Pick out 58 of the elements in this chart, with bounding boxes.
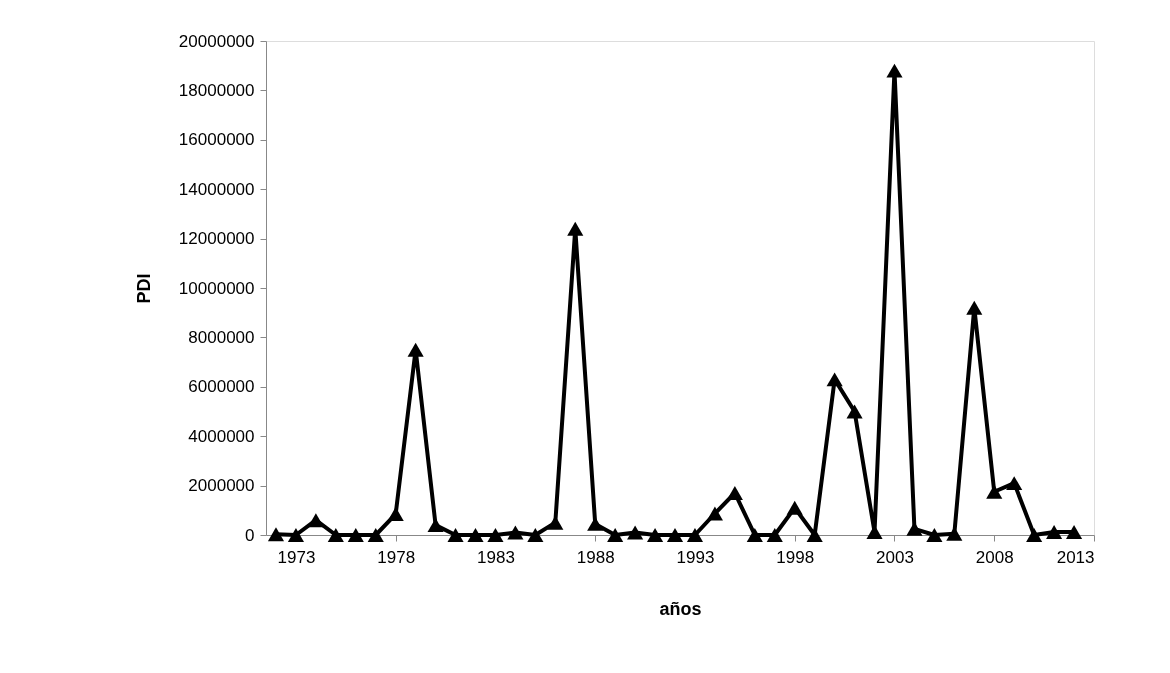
x-tick-label: 1998 [776,547,815,567]
y-tick-label: 0 [245,525,255,545]
point [567,221,584,236]
point [666,528,684,542]
y-tick-label: 20000000 [178,31,255,51]
point [627,525,644,540]
x-tick-label: 1988 [576,547,615,567]
y-tick-label: 8000000 [188,327,255,347]
point [826,372,843,387]
point [387,507,404,521]
point [1046,525,1063,540]
y-tick-label: 6000000 [188,377,255,397]
x-tick-label: 2013 [1056,547,1095,567]
point [407,342,424,357]
y-tick-label: 16000000 [178,130,255,150]
point [806,528,823,542]
point [886,63,903,78]
point [647,528,664,542]
point [327,528,344,542]
point [746,528,763,542]
y-tick-label: 4000000 [188,426,255,446]
x-tick-label: 1973 [277,547,316,567]
y-tick-label: 14000000 [178,179,255,199]
y-axis-title: PDI [133,273,154,304]
point [367,528,384,542]
y-tick-label: 10000000 [178,278,255,298]
point [786,500,803,515]
point [1065,525,1083,540]
x-tick-label: 2008 [975,547,1014,567]
point [447,528,464,542]
point [287,528,304,542]
point [427,518,444,533]
x-tick-label: 1993 [676,547,715,567]
point [986,484,1003,499]
point [347,528,364,542]
y-tick-label: 18000000 [178,80,255,100]
point [706,506,723,521]
point [467,528,484,542]
point [766,528,783,542]
point [966,300,983,315]
y-tick-label: 2000000 [188,476,255,496]
point [507,525,524,540]
point [926,528,943,542]
point [686,528,704,542]
x-axis-title: años [659,598,702,619]
x-tick-label: 1983 [477,547,515,567]
point [726,486,743,500]
point [1006,476,1023,491]
point [487,528,504,542]
point [1026,528,1043,542]
y-tick-label: 12000000 [178,229,255,249]
point [267,527,285,542]
x-tick-label: 1978 [377,547,416,567]
x-tick-label: 2003 [876,547,914,567]
point [607,528,624,542]
point [846,404,863,419]
point [307,513,324,528]
point [527,528,544,542]
